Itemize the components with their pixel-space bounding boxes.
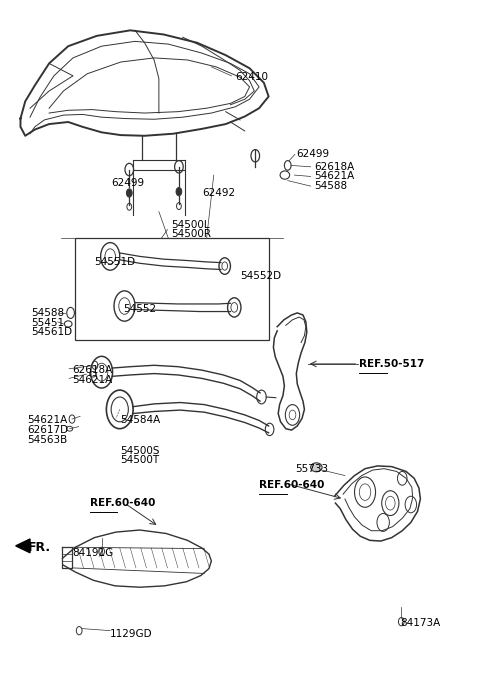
- Circle shape: [126, 189, 132, 197]
- Text: REF.60-640: REF.60-640: [90, 498, 155, 508]
- Text: 54584A: 54584A: [120, 415, 160, 425]
- Text: 54500R: 54500R: [171, 228, 211, 239]
- Text: 1129GD: 1129GD: [110, 629, 153, 639]
- Text: FR.: FR.: [28, 541, 51, 554]
- Text: 54621A: 54621A: [28, 415, 68, 426]
- Text: 62492: 62492: [202, 188, 235, 198]
- Text: 54588: 54588: [314, 181, 347, 191]
- Text: 62617D: 62617D: [28, 425, 69, 435]
- Text: 54552: 54552: [123, 304, 156, 314]
- Text: 54551D: 54551D: [95, 257, 135, 267]
- Text: 55451: 55451: [31, 318, 64, 327]
- Text: 84173A: 84173A: [400, 618, 440, 628]
- Bar: [75, 239, 269, 340]
- Ellipse shape: [311, 463, 322, 472]
- Text: 84191G: 84191G: [72, 548, 113, 558]
- Text: 54621A: 54621A: [72, 375, 112, 385]
- Text: 54561D: 54561D: [31, 327, 72, 337]
- Text: 54500L: 54500L: [171, 219, 209, 230]
- Circle shape: [176, 188, 182, 196]
- Text: 54588: 54588: [31, 308, 64, 318]
- Text: 54500S: 54500S: [120, 446, 159, 456]
- Polygon shape: [16, 539, 30, 553]
- Text: 62618A: 62618A: [314, 162, 354, 172]
- Text: 54552D: 54552D: [240, 271, 281, 281]
- Text: 62410: 62410: [235, 72, 268, 82]
- Text: 62618A: 62618A: [72, 365, 112, 375]
- Text: 54500T: 54500T: [120, 455, 159, 465]
- Text: 54563B: 54563B: [28, 435, 68, 445]
- Text: 62499: 62499: [111, 178, 144, 188]
- Text: 55733: 55733: [295, 464, 328, 474]
- Text: 62499: 62499: [296, 149, 329, 159]
- Text: 54621A: 54621A: [314, 172, 354, 181]
- Text: REF.50-517: REF.50-517: [360, 359, 425, 369]
- Text: REF.60-640: REF.60-640: [259, 480, 324, 490]
